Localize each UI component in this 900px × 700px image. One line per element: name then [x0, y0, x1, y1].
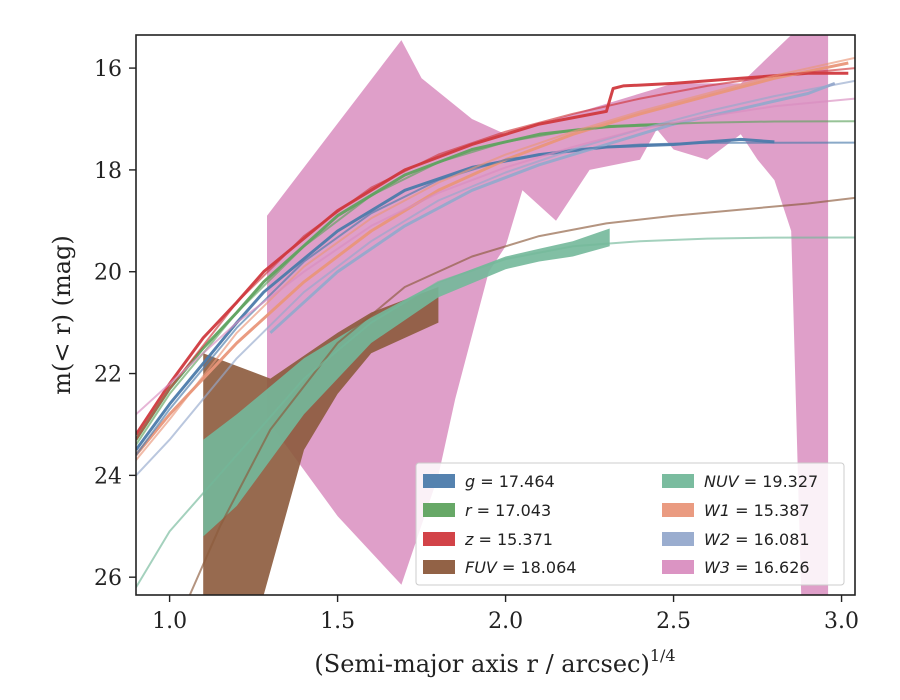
y-tick-label: 16: [94, 57, 122, 82]
band-nuv: [203, 228, 610, 537]
x-tick-label: 2.0: [488, 609, 523, 634]
legend-swatch-g: [423, 474, 455, 488]
profile-line-z: [136, 71, 849, 436]
legend-entry-w3: W3 = 16.626: [704, 558, 810, 577]
legend-swatch-nuv: [662, 474, 694, 488]
y-tick-label: 22: [94, 363, 122, 388]
fit-line-g: [136, 141, 855, 456]
profile-line-w2: [269, 81, 836, 334]
fit-line-w1: [136, 56, 855, 461]
legend: g = 17.464 r = 17.043 z = 15.371 FUV = 18.0…: [415, 462, 845, 586]
profile-line-w1: [136, 61, 849, 456]
legend-entry-z: z = 15.371: [464, 530, 553, 549]
x-axis-label-text: (Semi-major axis r / arcsec): [314, 650, 649, 678]
series-lines: [136, 56, 855, 595]
legend-entry-r: r = 17.043: [465, 501, 551, 520]
x-axis-ticks: 1.0 1.5 2.0 2.5 3.0: [152, 595, 859, 634]
legend-entry-w2: W2 = 16.081: [704, 530, 810, 549]
band-fuv: [203, 287, 439, 595]
legend-entry-w1: W1 = 15.387: [704, 501, 810, 520]
fit-line-w2: [136, 79, 855, 477]
y-axis-label: m(< r) (mag): [48, 235, 76, 394]
legend-swatch-w2: [662, 532, 694, 546]
fit-line-z: [136, 67, 855, 441]
y-tick-label: 24: [94, 464, 122, 489]
x-tick-label: 1.5: [320, 609, 355, 634]
y-axis-ticks: 16 18 20 22 24 26: [94, 57, 136, 591]
fit-line-w3: [136, 97, 855, 416]
fit-line-fuv: [188, 196, 855, 595]
legend-swatch-w1: [662, 503, 694, 517]
x-tick-label: 2.5: [656, 609, 691, 634]
x-axis-label: (Semi-major axis r / arcsec)1/4: [314, 646, 675, 678]
x-axis-label-exponent: 1/4: [650, 646, 676, 665]
plot-frame: [135, 34, 856, 596]
legend-swatch-w3: [662, 560, 694, 574]
y-tick-label: 26: [94, 566, 122, 591]
legend-swatch-fuv: [423, 560, 455, 574]
legend-entry-nuv: NUV = 19.327: [704, 472, 818, 491]
x-tick-label: 1.0: [152, 609, 187, 634]
x-tick-label: 3.0: [824, 609, 859, 634]
legend-entry-fuv: FUV = 18.064: [465, 558, 576, 577]
fit-line-nuv: [136, 236, 855, 588]
y-tick-label: 20: [94, 261, 122, 286]
fit-line-r: [136, 120, 855, 446]
legend-frame: [415, 462, 845, 586]
legend-entry-g: g = 17.464: [465, 472, 555, 491]
y-tick-label: 18: [94, 159, 122, 184]
legend-swatch-r: [423, 503, 455, 517]
legend-swatch-z: [423, 532, 455, 546]
